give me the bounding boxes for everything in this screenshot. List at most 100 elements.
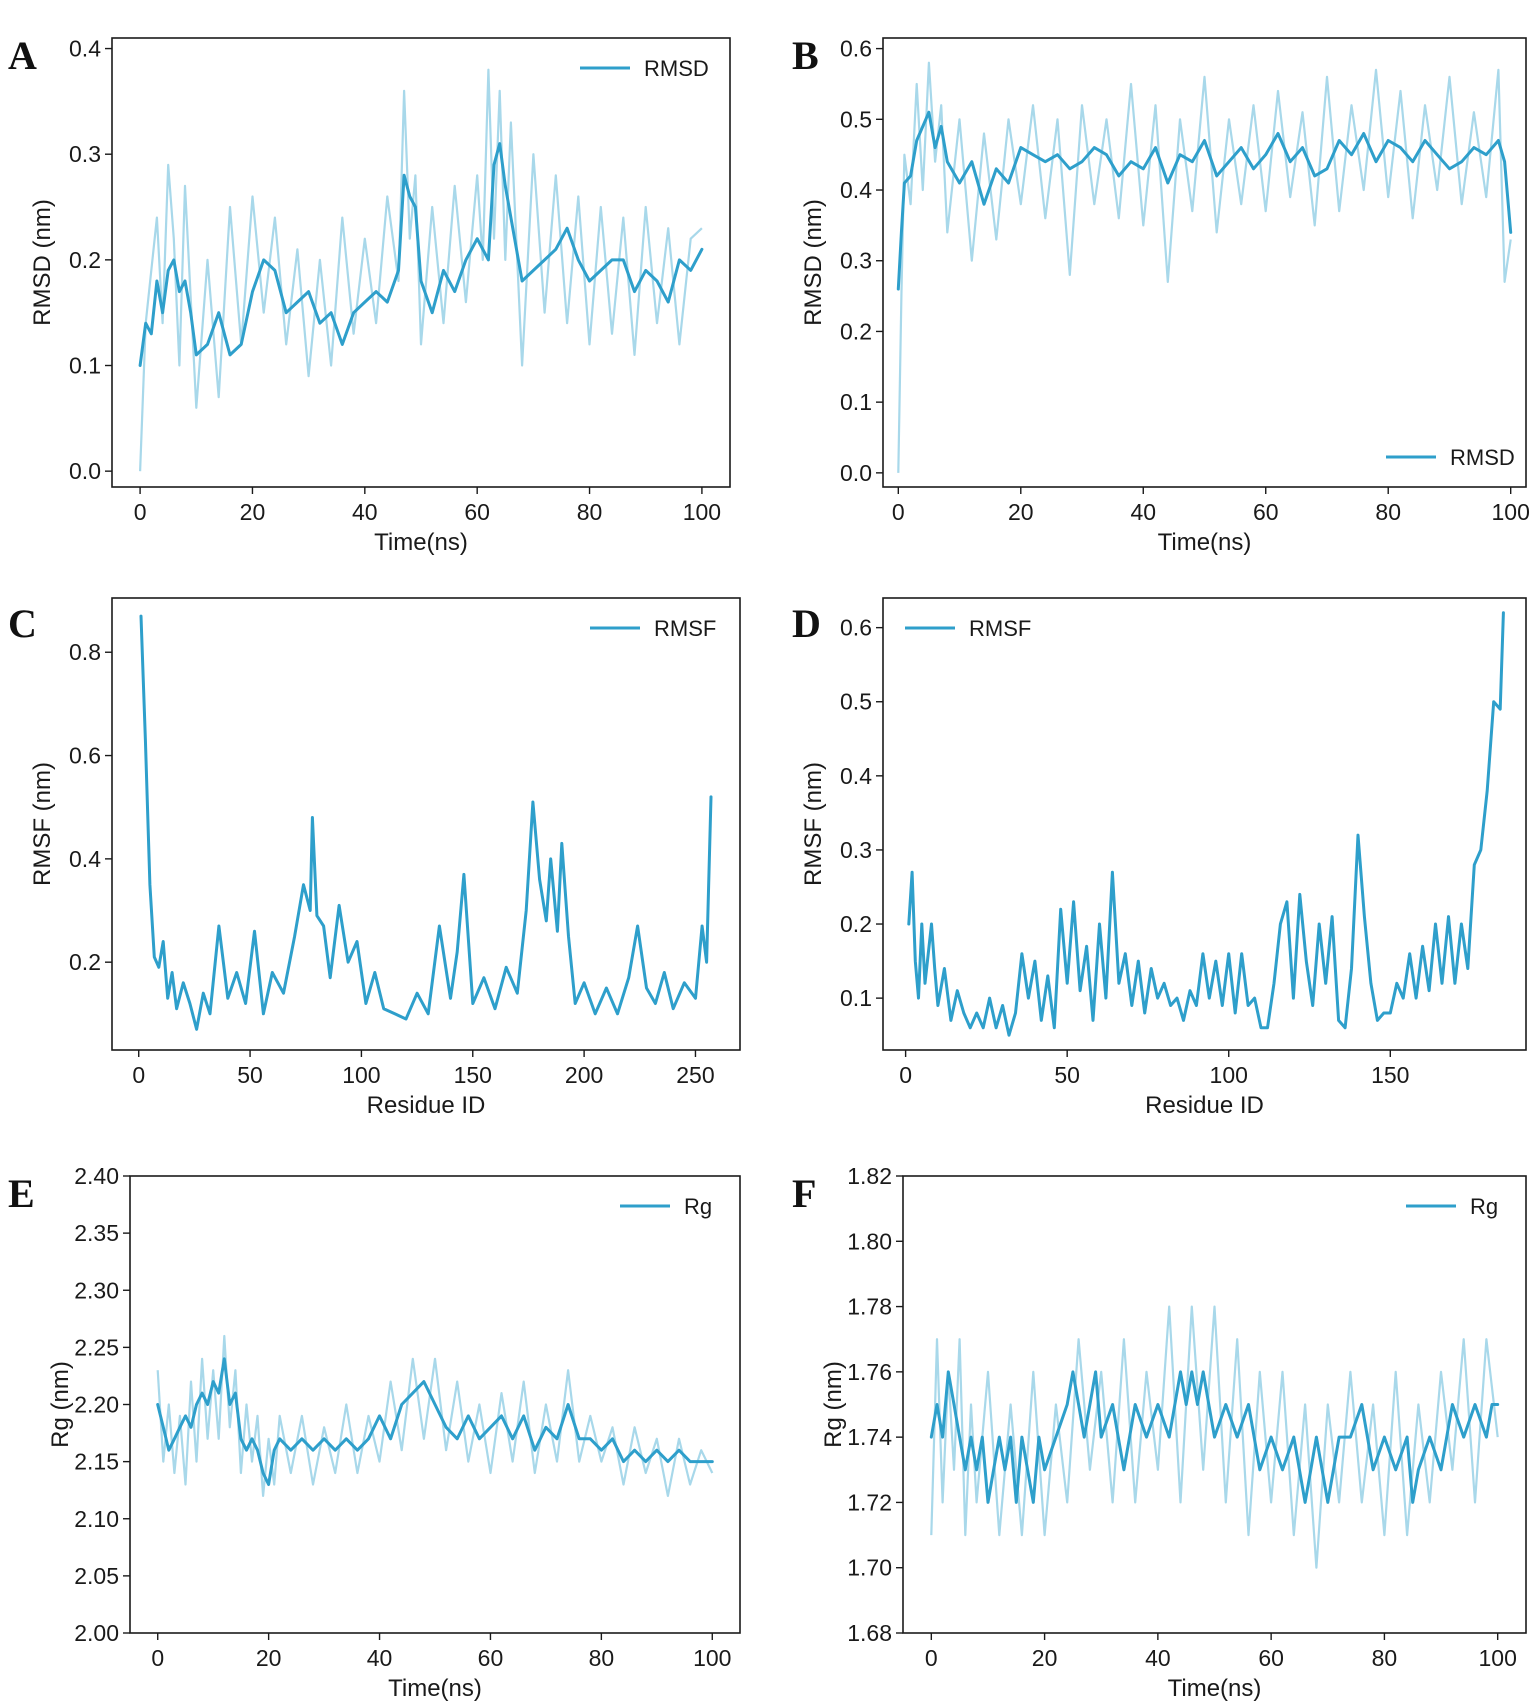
y-tick-label-d: 0.4 [840,763,872,789]
legend-c: RMSF [590,616,716,641]
x-axis-label-c: Residue ID [367,1092,486,1119]
legend-label-f: Rg [1470,1194,1498,1219]
x-tick-label-b: 0 [892,499,905,525]
x-tick-label-e: 0 [151,1645,164,1671]
series-line-smooth-c [139,614,713,1031]
y-axis-label-b: RMSD (nm) [800,199,827,326]
series-line-smooth-b [896,110,1513,291]
x-tick-label-e: 60 [478,1645,504,1671]
y-tick-label-e: 2.10 [74,1506,119,1532]
panel-f: F 0 20 40 60 80 100 1.68 1.70 1.72 1.74 1.76 1.78 1.8… [792,1163,1527,1702]
y-tick-label-e: 2.20 [74,1392,119,1418]
series-line-raw-a [139,68,703,472]
y-tick-label-f: 1.76 [847,1359,892,1385]
legend-f: Rg [1406,1194,1498,1219]
y-tick-label-f: 1.74 [847,1424,892,1450]
series-line-raw-b [897,61,1512,473]
y-tick-label-d: 0.6 [840,615,872,641]
panel-b: B 0 20 40 60 80 100 0.0 0.1 0.2 0.3 0.4 0.5 0.6 Time(n… [792,33,1530,556]
x-tick-label-a: 20 [240,499,266,525]
x-axis-label-f: Time(ns) [1168,1675,1262,1702]
x-tick-label-e: 100 [693,1645,731,1671]
y-tick-label-e: 2.05 [74,1563,119,1589]
y-tick-label-e: 2.25 [74,1334,119,1360]
x-tick-label-b: 60 [1253,499,1279,525]
y-tick-label-e: 2.35 [74,1220,119,1246]
series-line-raw-e [156,1334,714,1497]
x-axis-label-a: Time(ns) [374,529,468,556]
series-line-raw-f [930,1305,1499,1569]
y-tick-label-a: 0.2 [69,247,101,273]
y-tick-label-d: 0.3 [840,837,872,863]
y-tick-label-b: 0.4 [840,177,872,203]
x-tick-label-f: 100 [1478,1645,1516,1671]
panel-letter-f: F [792,1171,816,1216]
legend-e: Rg [620,1194,712,1219]
axes-frame-b [882,37,1527,488]
panel-letter-a: A [8,33,37,78]
y-tick-label-f: 1.82 [847,1163,892,1189]
legend-b: RMSD [1386,445,1515,470]
legend-label-c: RMSF [654,616,716,641]
panel-c: C 0 50 100 150 200 250 0.2 0.4 0.6 0.8 Residue ID RM… [8,597,741,1119]
x-tick-label-b: 100 [1492,499,1530,525]
x-tick-label-d: 100 [1210,1062,1248,1088]
axes-frame-f [902,1175,1527,1634]
y-tick-label-c: 0.4 [69,846,101,872]
axes-frame-c [111,597,741,1051]
x-tick-label-c: 250 [676,1062,714,1088]
x-tick-label-e: 20 [256,1645,282,1671]
y-tick-label-b: 0.0 [840,460,872,486]
x-tick-label-a: 100 [683,499,721,525]
y-tick-label-a: 0.1 [69,353,101,379]
panel-letter-e: E [8,1171,35,1216]
y-tick-label-b: 0.5 [840,106,872,132]
x-tick-label-c: 50 [237,1062,263,1088]
y-tick-label-d: 0.2 [840,911,872,937]
y-axis-label-e: Rg (nm) [47,1361,74,1448]
x-tick-label-e: 80 [589,1645,615,1671]
y-tick-label-b: 0.3 [840,248,872,274]
axes-frame-a [111,37,731,488]
panel-d: D 0 50 100 150 0.1 0.2 0.3 0.4 0.5 0.6 Residue ID RM… [792,597,1527,1119]
panel-letter-b: B [792,33,819,78]
x-axis-label-b: Time(ns) [1158,529,1252,556]
y-tick-label-e: 2.30 [74,1277,119,1303]
y-tick-label-f: 1.68 [847,1620,892,1646]
series-line-smooth-a [138,142,704,367]
x-axis-label-d: Residue ID [1145,1092,1264,1119]
x-tick-label-b: 80 [1375,499,1401,525]
legend-label-e: Rg [684,1194,712,1219]
y-tick-label-f: 1.80 [847,1228,892,1254]
y-tick-label-f: 1.72 [847,1489,892,1515]
x-tick-label-c: 200 [565,1062,603,1088]
legend-label-a: RMSD [644,56,709,81]
legend-label-b: RMSD [1450,445,1515,470]
x-tick-label-f: 40 [1145,1645,1171,1671]
y-tick-label-d: 0.5 [840,689,872,715]
y-tick-label-f: 1.78 [847,1294,892,1320]
y-axis-label-f: Rg (nm) [820,1361,847,1448]
y-axis-label-a: RMSD (nm) [29,199,56,326]
series-line-smooth-f [929,1370,1500,1504]
y-tick-label-e: 2.00 [74,1620,119,1646]
y-tick-label-c: 0.2 [69,949,101,975]
y-tick-label-a: 0.0 [69,458,101,484]
x-tick-label-c: 100 [342,1062,380,1088]
x-tick-label-e: 40 [367,1645,393,1671]
panel-letter-d: D [792,601,821,646]
x-tick-label-d: 0 [899,1062,912,1088]
x-tick-label-d: 150 [1371,1062,1409,1088]
x-tick-label-a: 60 [464,499,490,525]
y-tick-label-e: 2.15 [74,1449,119,1475]
y-tick-label-b: 0.1 [840,389,872,415]
series-line-smooth-e [156,1357,714,1486]
x-tick-label-f: 20 [1032,1645,1058,1671]
x-tick-label-f: 60 [1258,1645,1284,1671]
y-tick-label-d: 0.1 [840,985,872,1011]
x-tick-label-f: 0 [925,1645,938,1671]
x-tick-label-a: 80 [577,499,603,525]
y-tick-label-b: 0.6 [840,36,872,62]
y-tick-label-f: 1.70 [847,1555,892,1581]
